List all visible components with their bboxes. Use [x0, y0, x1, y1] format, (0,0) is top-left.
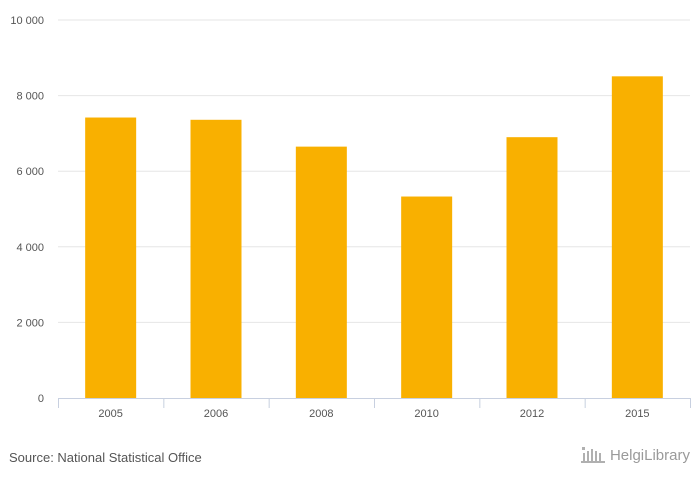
bar-2010 [401, 196, 453, 398]
y-tick-label: 2 000 [16, 317, 44, 329]
y-tick-label: 0 [38, 393, 44, 405]
bar-2012 [506, 137, 558, 398]
x-tick-labels: 2005 2006 2008 2010 2012 2015 [98, 408, 649, 420]
bar-chart: 0 2 000 4 000 6 000 8 000 10 000 2005 2006 2008… [10, 15, 691, 420]
x-tick-label: 2006 [204, 408, 228, 420]
x-tick-label: 2005 [98, 408, 122, 420]
y-tick-labels: 0 2 000 4 000 6 000 8 000 10 000 [10, 15, 44, 405]
y-tick-label: 4 000 [16, 242, 44, 254]
grid-lines [58, 19, 690, 323]
helgilibrary-logo: HelgiLibrary [580, 446, 690, 464]
logo-text: HelgiLibrary [609, 446, 690, 464]
bar-2008 [295, 146, 347, 398]
x-axis [58, 398, 691, 408]
x-tick-label: 2010 [414, 408, 438, 420]
bars [85, 76, 663, 399]
bar-2005 [85, 117, 137, 399]
bar-2015 [611, 76, 663, 399]
y-tick-label: 6 000 [16, 166, 44, 178]
y-tick-label: 10 000 [10, 15, 44, 27]
library-building-icon [580, 447, 605, 463]
y-tick-label: 8 000 [16, 91, 44, 103]
x-tick-label: 2008 [309, 408, 333, 420]
x-tick-label: 2012 [520, 408, 544, 420]
source-note: Source: National Statistical Office [9, 450, 202, 465]
x-tick-label: 2015 [625, 408, 649, 420]
bar-2006 [190, 119, 242, 399]
